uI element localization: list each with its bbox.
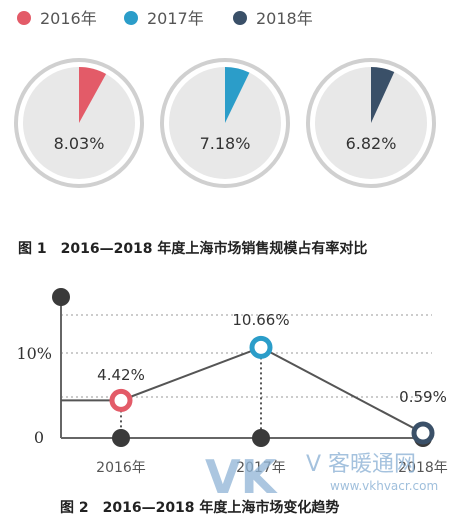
legend-label-2016: 2016年 [40, 9, 97, 28]
pie-value-2018: 6.82% [346, 134, 397, 153]
legend-marker-2016 [17, 11, 31, 25]
watermark-url: www.vkhvacr.com [330, 479, 438, 493]
pie-slice-2016年 [79, 67, 107, 123]
line-chart: 10% 0 4.42% 10.66% 0.59% 2016年 2017年 201… [16, 288, 448, 476]
data-label-2016: 4.42% [97, 366, 145, 384]
data-point-2017年 [249, 335, 273, 359]
pie-value-2017: 7.18% [200, 134, 251, 153]
pie-2016 [14, 58, 144, 188]
data-point-2018年 [411, 421, 435, 445]
pie-2018 [306, 58, 436, 188]
watermark-brand: V 客暖通网 [306, 452, 416, 477]
figure1-caption: 图 1 2016—2018 年度上海市场销售规模占有率对比 [18, 240, 367, 257]
watermark-logo: VK [205, 450, 279, 504]
legend-label-2017: 2017年 [147, 9, 204, 28]
watermark: VK V 客暖通网 www.vkhvacr.com [205, 450, 438, 504]
legend-marker-2017 [124, 11, 138, 25]
x-label-2016: 2016年 [96, 460, 146, 476]
line-marks [61, 335, 435, 447]
data-point-2016年 [109, 388, 133, 412]
legend-label-2018: 2018年 [256, 9, 313, 28]
x-axis-dot-2016年 [112, 429, 130, 447]
legend-marker-2018 [233, 11, 247, 25]
x-axis-dot-2017年 [252, 429, 270, 447]
legend-item-2018: 2018年 [233, 9, 313, 28]
pie-slice-2018年 [371, 67, 395, 123]
x-label-2018: 2018年 [398, 460, 448, 476]
legend-item-2017: 2017年 [124, 9, 204, 28]
y-axis-top-cap [52, 288, 70, 306]
legend-item-2016: 2016年 [17, 9, 97, 28]
pie-slice-2017年 [225, 67, 250, 123]
y-tick-0: 0 [34, 428, 44, 447]
series-line [120, 346, 424, 434]
data-label-2017: 10.66% [232, 311, 289, 329]
pie-legend: 2016年 2017年 2018年 [17, 9, 313, 28]
pie-2017 [160, 58, 290, 188]
figure2-caption: 图 2 2016—2018 年度上海市场变化趋势 [60, 499, 339, 516]
data-label-2018: 0.59% [399, 388, 447, 406]
pie-value-2016: 8.03% [54, 134, 105, 153]
y-tick-10: 10% [16, 344, 52, 363]
x-label-2017: 2017年 [236, 460, 286, 476]
